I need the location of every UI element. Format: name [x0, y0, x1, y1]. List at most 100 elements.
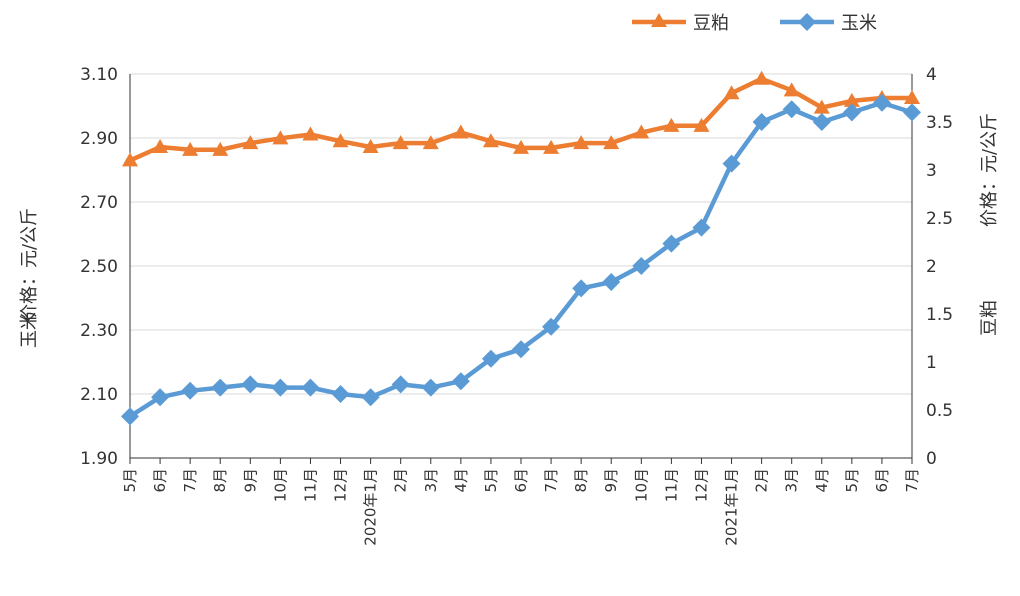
- data-point-corn: [662, 234, 681, 253]
- legend-marker-corn: [798, 13, 816, 31]
- data-point-soybean-meal: [152, 138, 169, 153]
- data-point-corn: [481, 349, 500, 368]
- right-tick-label: 0: [926, 449, 937, 469]
- x-tick-label: 12月: [692, 468, 710, 502]
- right-tick-label: 0.5: [926, 401, 953, 421]
- x-tick-label: 3月: [783, 468, 801, 493]
- data-point-soybean-meal: [543, 139, 560, 154]
- right-tick-label: 1: [926, 353, 937, 373]
- left-axis-ticks: 1.90 2.10 2.30 2.50 2.70 2.90 3.10: [80, 65, 118, 469]
- x-tick-label: 7月: [542, 468, 560, 493]
- x-tick-label: 9月: [241, 468, 259, 493]
- data-point-corn: [361, 388, 380, 407]
- x-tick-label: 9月: [602, 468, 620, 493]
- x-tick-label: 8月: [572, 468, 590, 493]
- x-tick-label: 10月: [632, 468, 650, 502]
- left-tick-label: 2.10: [80, 385, 118, 405]
- legend: 豆粕 玉米: [632, 13, 877, 34]
- x-tick-label: 2021年1月: [723, 468, 741, 546]
- legend-label-corn: 玉米: [841, 13, 877, 34]
- data-point-soybean-meal: [513, 139, 529, 154]
- data-point-soybean-meal: [302, 126, 319, 141]
- data-point-soybean-meal: [272, 130, 289, 145]
- data-point-soybean-meal: [242, 135, 259, 150]
- x-tick-label: 4月: [452, 468, 470, 493]
- data-point-soybean-meal: [783, 82, 800, 97]
- data-point-soybean-meal: [392, 135, 409, 150]
- x-tick-label: 5月: [121, 468, 139, 493]
- data-point-soybean-meal: [813, 99, 830, 114]
- data-point-soybean-meal: [723, 85, 740, 100]
- data-point-corn: [421, 378, 440, 397]
- data-point-soybean-meal: [332, 133, 349, 148]
- data-point-corn: [903, 103, 921, 122]
- x-tick-label: 6月: [151, 468, 169, 493]
- data-point-soybean-meal: [482, 133, 499, 148]
- data-point-corn: [181, 381, 200, 400]
- left-axis-title-main: 价格：元/公斤: [19, 208, 40, 322]
- x-axis-ticks: 5月 6月 7月 8月 9月 10月 11月 12月 2020年1月 2月 3月 4月 5月 6月 7月 8月…: [121, 468, 921, 546]
- x-tick-label: 6月: [873, 468, 891, 493]
- x-tick-label: 5月: [482, 468, 500, 493]
- data-point-corn: [782, 100, 801, 119]
- data-point-corn: [391, 375, 410, 394]
- data-point-corn: [331, 385, 350, 403]
- data-point-corn: [121, 407, 139, 426]
- data-point-soybean-meal: [904, 90, 920, 104]
- legend-label-soybean-meal: 豆粕: [693, 13, 729, 34]
- x-tick-label: 2020年1月: [362, 468, 380, 546]
- data-point-soybean-meal: [843, 92, 860, 107]
- series-layer: [121, 70, 921, 426]
- x-tick-label: 11月: [301, 468, 319, 502]
- data-point-soybean-meal: [603, 135, 620, 150]
- data-point-corn: [572, 279, 591, 298]
- data-point-corn: [151, 388, 170, 407]
- right-axis-title-item: 豆粕: [979, 300, 1000, 336]
- x-tick-label: 10月: [271, 468, 289, 502]
- x-tick-label: 5月: [843, 468, 861, 493]
- data-point-corn: [542, 317, 561, 336]
- right-tick-label: 3.5: [926, 113, 953, 133]
- x-tick-label: 11月: [662, 468, 680, 502]
- left-axis-title-item: 玉米: [19, 312, 40, 348]
- data-point-soybean-meal: [663, 117, 680, 132]
- right-axis-title-main: 价格：元/公斤: [979, 113, 1000, 227]
- left-tick-label: 2.70: [80, 193, 118, 213]
- right-tick-label: 4: [926, 65, 937, 85]
- data-point-corn: [211, 378, 230, 397]
- left-tick-label: 1.90: [80, 449, 118, 469]
- data-point-soybean-meal: [212, 141, 229, 156]
- x-tick-label: 3月: [422, 468, 440, 493]
- left-tick-label: 2.30: [80, 321, 118, 341]
- data-point-soybean-meal: [182, 141, 199, 156]
- x-tick-label: 6月: [512, 468, 530, 493]
- data-point-corn: [241, 375, 260, 394]
- x-tick-label: 2月: [392, 468, 410, 493]
- data-point-soybean-meal: [693, 117, 710, 132]
- data-point-corn: [451, 372, 470, 391]
- data-point-corn: [872, 93, 891, 112]
- data-point-soybean-meal: [362, 138, 379, 153]
- x-tick-label: 8月: [211, 468, 229, 493]
- x-tick-label: 2月: [753, 468, 771, 493]
- right-tick-label: 1.5: [926, 305, 953, 325]
- right-tick-label: 3: [926, 161, 937, 181]
- data-point-corn: [812, 113, 831, 131]
- data-point-soybean-meal: [633, 124, 650, 139]
- data-point-corn: [512, 340, 530, 359]
- data-point-corn: [752, 113, 771, 131]
- data-point-corn: [632, 257, 651, 275]
- x-tick-label: 4月: [813, 468, 831, 493]
- data-point-soybean-meal: [422, 135, 439, 150]
- data-point-soybean-meal: [452, 124, 469, 139]
- left-tick-label: 3.10: [80, 65, 118, 85]
- legend-marker-soybean-meal: [651, 13, 667, 27]
- left-tick-label: 2.90: [80, 129, 118, 149]
- right-tick-label: 2: [926, 257, 937, 277]
- data-point-corn: [692, 218, 711, 237]
- data-point-corn: [602, 273, 621, 291]
- x-tick-label: 12月: [332, 468, 350, 502]
- gridlines: [130, 73, 912, 459]
